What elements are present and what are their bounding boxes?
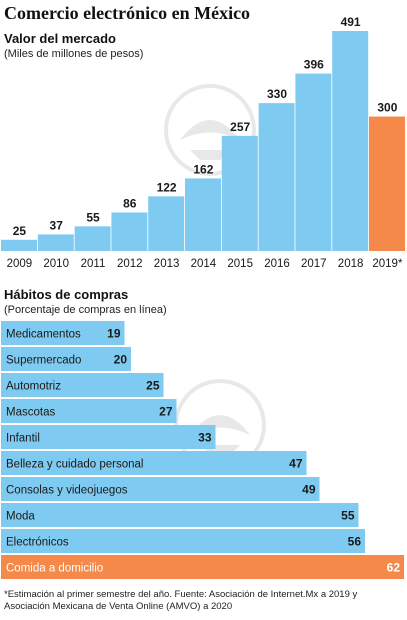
x-tick-2009: 2009 [7,258,33,270]
x-tick-2017: 2017 [301,258,327,270]
bar-2016 [258,103,295,252]
value-label-2009: 25 [13,224,27,238]
hbar-value-2: 25 [146,379,160,393]
category-label-6: Consolas y videojuegos [6,485,128,497]
x-tick-2013: 2013 [154,258,180,270]
hbar-9 [1,555,404,579]
hbar-1 [1,347,131,371]
category-label-8: Electrónicos [6,537,69,549]
value-label-2016: 330 [267,87,287,101]
shopping-habits-chart: Medicamentos 19 Supermercado 20 Automotriz 25… [1,321,404,579]
hbar-value-5: 47 [289,457,303,471]
hbar-value-1: 20 [114,353,128,367]
shopping-habits-subheading: (Porcentaje de compras en línea) [4,304,167,316]
category-label-5: Belleza y cuidado personal [6,459,143,471]
category-label-9: Comida a domicilio [6,563,103,575]
x-tick-2012: 2012 [117,258,143,270]
hbar-8 [1,529,365,553]
hbar-4 [1,425,216,449]
footnote: *Estimación al primer semestre del año. … [4,589,358,612]
x-tick-2011: 2011 [81,258,106,270]
value-label-2013: 122 [157,180,177,194]
hbar-2 [1,373,164,397]
value-label-2019*: 300 [377,101,397,115]
x-tick-2010: 2010 [43,258,69,270]
bar-2015 [221,135,258,251]
hbar-value-8: 56 [348,535,362,549]
category-label-4: Infantil [6,433,40,445]
x-tick-2016: 2016 [264,258,290,270]
value-label-2012: 86 [123,196,137,210]
category-label-2: Automotriz [6,381,61,393]
bar-2014 [185,178,221,251]
x-tick-2019*: 2019* [372,258,403,270]
category-label-1: Supermercado [6,355,81,367]
x-tick-2015: 2015 [227,258,253,270]
hbar-7 [1,503,359,527]
value-label-2018: 491 [341,15,361,29]
category-label-3: Mascotas [6,407,55,419]
hbar-value-0: 19 [107,327,121,341]
shopping-habits-heading: Hábitos de compras [4,287,129,302]
hbar-value-3: 27 [159,405,173,419]
bar-2009 [1,239,37,251]
hbar-value-6: 49 [302,483,316,497]
chart-title: Comercio electrónico en México [4,3,251,23]
bar-2017 [295,73,332,251]
bar-2018 [332,31,369,251]
market-value-heading: Valor del mercado [4,31,116,46]
market-value-subheading: (Miles de millones de pesos) [4,48,144,60]
category-label-0: Medicamentos [6,329,81,341]
value-label-2010: 37 [50,218,64,232]
hbar-value-9: 62 [387,561,401,575]
x-tick-2018: 2018 [338,258,364,270]
value-label-2011: 55 [86,210,100,224]
bar-2010 [37,234,74,251]
market-value-chart: 25 2009 37 2010 55 2011 86 2012 122 2013 162 2014 25… [1,15,405,270]
value-label-2015: 257 [230,120,250,134]
category-label-7: Moda [6,511,35,523]
value-label-2014: 162 [193,162,213,176]
bar-2012 [111,212,148,251]
emblem-watermark-icon [164,84,256,176]
hbar-3 [1,399,177,423]
bar-2019* [369,116,405,251]
value-label-2017: 396 [304,58,324,72]
hbar-value-7: 55 [341,509,355,523]
hbar-value-4: 33 [198,431,212,445]
hbar-0 [1,321,125,345]
hbar-5 [1,451,307,475]
bar-2011 [74,226,111,251]
x-tick-2014: 2014 [191,258,217,270]
bar-2013 [148,196,185,251]
hbar-6 [1,477,320,501]
